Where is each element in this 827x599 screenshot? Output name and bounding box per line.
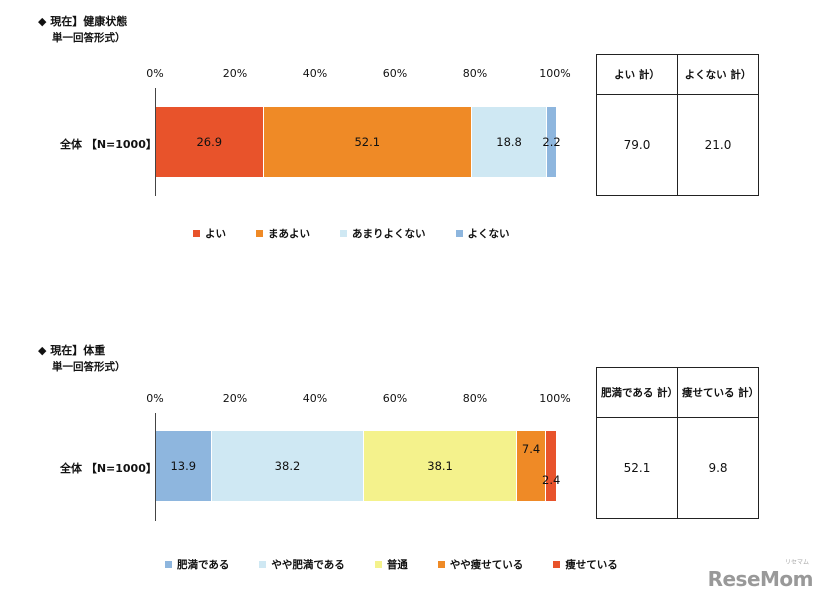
legend-label: よくない xyxy=(467,228,510,240)
legend-item: まあよい xyxy=(256,226,310,241)
data-label: 38.2 xyxy=(274,459,301,473)
data-label: 38.1 xyxy=(427,459,453,473)
chart-1-summary-table: よい 計） 79.0 よくない 計） 21.0 xyxy=(596,54,759,196)
data-label: 7.4 xyxy=(521,441,541,456)
bar-segment: 26.9 xyxy=(156,107,264,177)
legend-label: やや痩せている xyxy=(449,559,524,571)
data-label: 2.2 xyxy=(542,135,561,149)
legend-item: よくない xyxy=(455,226,510,241)
summary-value: 9.8 xyxy=(708,461,728,475)
legend-label: 痩せている xyxy=(565,559,618,571)
legend-item: 肥満である xyxy=(165,557,229,572)
axis-tick-label: 20% xyxy=(222,392,248,405)
bar-segment: 18.8 xyxy=(471,107,548,177)
chart-2-row-label: 全体 【N=1000】 xyxy=(60,462,157,475)
summary-value: 79.0 xyxy=(623,138,651,152)
summary-col-thin: 痩せている 計） 9.8 xyxy=(677,368,759,518)
legend-swatch xyxy=(340,230,347,237)
axis-tick-label: 100% xyxy=(539,67,571,80)
chart-2-subtitle: 単一回答形式） xyxy=(52,361,126,373)
chart-1-subtitle: 単一回答形式） xyxy=(52,32,126,44)
summary-col-good: よい 計） 79.0 xyxy=(597,55,677,195)
legend-swatch xyxy=(256,230,263,237)
chart-1-stacked-bar: 26.9 52.1 18.8 2.2 xyxy=(156,107,561,177)
summary-col-obese: 肥満である 計） 52.1 xyxy=(597,368,678,518)
summary-col-bad: よくない 計） 21.0 xyxy=(677,55,758,195)
legend-label: 普通 xyxy=(386,559,408,571)
axis-tick-label: 0% xyxy=(146,392,164,405)
axis-tick-label: 80% xyxy=(462,67,488,80)
legend-item: やや痩せている xyxy=(437,557,524,572)
legend-label: よい xyxy=(205,228,226,240)
axis-tick-label: 60% xyxy=(382,392,408,405)
resemom-logo: ReseMom xyxy=(707,567,814,591)
axis-tick-label: 80% xyxy=(462,392,488,405)
summary-header: よくない 計） xyxy=(678,55,758,95)
legend-swatch xyxy=(455,230,463,237)
legend-item: よい xyxy=(193,226,226,241)
axis-tick-label: 60% xyxy=(382,67,408,80)
bar-segment: 13.9 xyxy=(156,431,212,501)
data-label: 52.1 xyxy=(354,135,381,149)
legend-item: 痩せている xyxy=(553,557,618,572)
chart-2-legend: 肥満である やや肥満である 普通 やや痩せている 痩せている xyxy=(165,557,648,572)
data-label: 18.8 xyxy=(496,135,522,149)
chart-1-plot-area: 26.9 52.1 18.8 2.2 xyxy=(155,88,561,196)
chart-1-title: ◆ 現在】健康状態 xyxy=(38,15,128,28)
axis-tick-label: 0% xyxy=(146,67,164,80)
legend-swatch xyxy=(553,561,561,568)
bar-segment: 7.4 xyxy=(516,431,547,501)
summary-header: よい 計） xyxy=(597,55,677,95)
watermark-sub: リセマム xyxy=(784,559,809,566)
chart-2-stacked-bar: 13.9 38.2 38.1 7.4 2.4 xyxy=(156,431,560,501)
summary-header: 痩せている 計） xyxy=(678,368,759,418)
chart-2-summary-table: 肥満である 計） 52.1 痩せている 計） 9.8 xyxy=(596,367,759,519)
legend-swatch xyxy=(193,230,200,237)
chart-1-legend: よい まあよい あまりよくない よくない xyxy=(193,226,540,241)
bar-segment: 38.1 xyxy=(364,431,517,501)
summary-value: 52.1 xyxy=(623,461,651,475)
chart-2-title: ◆ 現在】体重 xyxy=(38,344,106,357)
data-label: 2.4 xyxy=(542,473,561,487)
bar-segment: 2.2 xyxy=(542,107,561,177)
axis-tick-label: 100% xyxy=(539,392,571,405)
legend-swatch xyxy=(259,561,267,568)
bar-segment: 52.1 xyxy=(263,107,472,177)
legend-label: 肥満である xyxy=(177,559,230,571)
summary-header: 肥満である 計） xyxy=(597,368,678,418)
bar-segment: 2.4 xyxy=(542,431,560,501)
legend-item: 普通 xyxy=(374,557,408,572)
legend-swatch xyxy=(374,561,382,568)
axis-tick-label: 40% xyxy=(302,67,328,80)
legend-swatch xyxy=(437,561,445,568)
legend-item: あまりよくない xyxy=(340,226,426,241)
bar-segment: 38.2 xyxy=(211,431,365,501)
chart-1-row-label: 全体 【N=1000】 xyxy=(60,138,157,151)
legend-label: まあよい xyxy=(268,228,310,240)
legend-label: やや肥満である xyxy=(271,559,345,571)
data-label: 13.9 xyxy=(170,459,197,473)
legend-swatch xyxy=(165,561,172,568)
axis-tick-label: 20% xyxy=(222,67,248,80)
data-label: 26.9 xyxy=(196,135,223,149)
legend-item: やや肥満である xyxy=(259,557,345,572)
chart-2-plot-area: 13.9 38.2 38.1 7.4 2.4 xyxy=(155,413,560,521)
summary-value: 21.0 xyxy=(704,138,732,152)
legend-label: あまりよくない xyxy=(352,228,426,240)
axis-tick-label: 40% xyxy=(302,392,328,405)
